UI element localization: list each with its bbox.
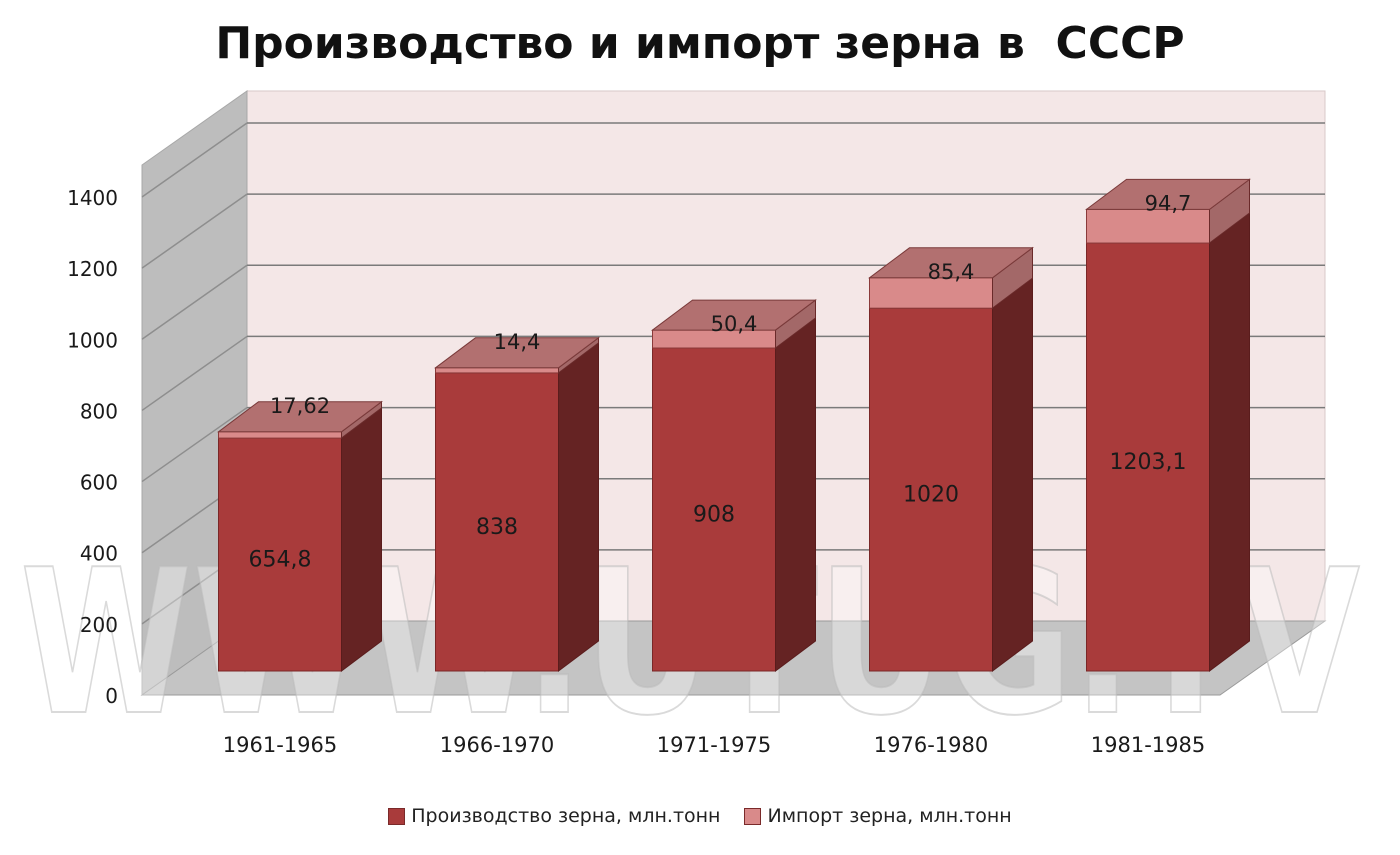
bar-group: 1020 85,4 [868, 246, 1034, 672]
data-label-import: 50,4 [711, 312, 758, 336]
y-tick-label: 400 [80, 542, 118, 566]
y-tick-label: 1400 [67, 186, 118, 210]
data-label-production: 838 [476, 515, 518, 540]
bar-production-side [341, 407, 382, 672]
gridline-side [141, 406, 248, 483]
data-label-production: 1020 [903, 483, 959, 508]
bar-production-side [775, 317, 816, 672]
legend-swatch-import [744, 807, 762, 825]
x-tick-label: 1961-1965 [223, 733, 337, 757]
bar-production-side [992, 277, 1033, 672]
x-tick-label: 1976-1980 [874, 733, 988, 757]
x-tick-label: 1981-1985 [1091, 733, 1205, 757]
data-label-production: 1203,1 [1110, 450, 1187, 475]
bar-import [869, 277, 993, 309]
legend: Производство зерна, млн.тонн Импорт зерн… [0, 805, 1400, 827]
y-axis-ticks: 0 200 400 600 800 1000 1200 1400 [67, 186, 118, 708]
bar-production [218, 437, 342, 672]
bar-top [434, 337, 600, 369]
bar-production-side [1209, 212, 1250, 672]
data-label-production: 908 [693, 503, 735, 528]
bar-production-side [558, 341, 599, 672]
bar-group: 908 50,4 [651, 299, 817, 672]
data-label-import: 17,62 [270, 394, 330, 418]
bar-group: 838 14,4 [434, 330, 600, 672]
bar-top [651, 299, 817, 331]
data-label-import: 94,7 [1145, 191, 1192, 215]
gridline-side [141, 193, 248, 269]
legend-label-import: Импорт зерна, млн.тонн [767, 805, 1012, 827]
data-label-production: 654,8 [249, 548, 312, 573]
gridline-side [141, 264, 248, 340]
bar-production [869, 307, 993, 672]
legend-swatch-production [388, 807, 406, 825]
x-tick-label: 1966-1970 [440, 733, 554, 757]
y-tick-label: 200 [80, 613, 118, 637]
bar-group: 1203,1 94,7 [1085, 178, 1251, 672]
bar-production [435, 372, 559, 672]
bar-top [1085, 178, 1251, 210]
bar-import [435, 367, 559, 374]
bar-import [1086, 208, 1210, 244]
bars: 654,8 17,62 838 14,4 908 50,4 1020 85,4 1203,1 94… [217, 178, 1251, 672]
x-tick-label: 1971-1975 [657, 733, 771, 757]
y-tick-label: 800 [80, 399, 118, 423]
chart-title: Производство и импорт зерна в СССР [215, 18, 1185, 69]
x-axis-ticks: 1961-1965 1966-1970 1971-1975 1976-1980 1981… [223, 733, 1205, 757]
data-label-import: 14,4 [494, 330, 541, 354]
y-tick-label: 1000 [67, 328, 118, 352]
bar-top [868, 247, 1034, 279]
bar-production [652, 347, 776, 672]
bar-import [218, 431, 342, 439]
legend-label-production: Производство зерна, млн.тонн [411, 805, 721, 827]
bar-group: 654,8 17,62 [217, 394, 383, 672]
y-tick-label: 1200 [67, 257, 118, 281]
y-tick-label: 600 [80, 471, 118, 495]
y-tick-label: 0 [105, 684, 118, 708]
data-label-import: 85,4 [928, 260, 975, 284]
bar-top [217, 401, 383, 433]
gridline-side [141, 335, 248, 412]
gridline-side [141, 122, 248, 198]
legend-item-production: Производство зерна, млн.тонн [388, 805, 720, 827]
legend-item-import: Импорт зерна, млн.тонн [744, 805, 1012, 827]
